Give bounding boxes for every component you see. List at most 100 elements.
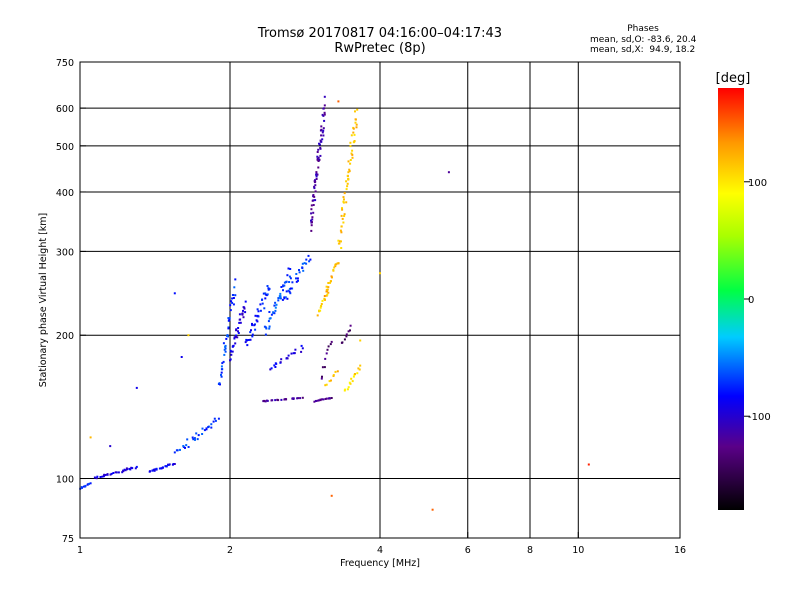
data-point xyxy=(270,399,273,402)
data-point xyxy=(327,282,330,284)
data-point xyxy=(305,262,308,265)
data-point xyxy=(301,396,304,399)
data-point xyxy=(263,307,266,310)
data-point xyxy=(319,147,322,150)
data-point xyxy=(259,303,262,306)
data-point xyxy=(102,475,105,478)
data-point xyxy=(222,360,225,363)
data-point xyxy=(232,303,235,306)
data-point xyxy=(224,345,227,348)
data-point xyxy=(234,342,237,345)
data-point xyxy=(335,263,338,266)
data-point xyxy=(231,301,234,304)
y-axis-ticks: 75 100 200 300 400 500 600 750 xyxy=(56,58,86,545)
data-point xyxy=(333,266,336,269)
colorbar-tick-label: 0 xyxy=(748,295,754,306)
data-point xyxy=(295,280,298,283)
data-point xyxy=(322,107,325,110)
data-point xyxy=(326,293,329,296)
y-tick-label: 100 xyxy=(56,475,74,486)
data-point xyxy=(251,322,253,325)
data-point xyxy=(125,467,128,470)
data-point xyxy=(220,373,222,376)
data-point xyxy=(355,126,358,129)
data-point xyxy=(274,366,277,368)
data-point xyxy=(95,477,98,480)
data-point xyxy=(332,268,335,271)
data-point xyxy=(310,212,313,215)
data-point xyxy=(237,330,239,333)
data-point xyxy=(267,320,270,323)
data-point xyxy=(316,151,319,153)
data-point xyxy=(117,471,120,474)
data-point xyxy=(263,399,266,402)
x-tick-label: 8 xyxy=(527,545,533,556)
colorbar-ticks: 100 0 -100 xyxy=(744,178,771,423)
data-point xyxy=(283,297,286,300)
data-point xyxy=(349,329,351,332)
data-point xyxy=(179,448,181,451)
data-point xyxy=(316,314,319,317)
data-point xyxy=(114,471,117,474)
data-point xyxy=(227,317,230,320)
data-point xyxy=(322,127,325,130)
data-point xyxy=(233,337,236,340)
data-point xyxy=(234,278,237,281)
data-point xyxy=(351,156,354,159)
data-point xyxy=(281,298,284,301)
data-point xyxy=(316,158,319,161)
data-point xyxy=(264,292,267,295)
data-point xyxy=(259,309,262,312)
data-point xyxy=(301,266,304,269)
data-point xyxy=(313,185,316,188)
data-point xyxy=(288,287,291,290)
data-point xyxy=(201,433,204,435)
data-point xyxy=(303,262,306,265)
data-point xyxy=(308,260,311,263)
data-point xyxy=(327,286,330,289)
data-point xyxy=(342,201,345,204)
data-point xyxy=(165,465,168,468)
data-point xyxy=(349,324,352,327)
data-point xyxy=(315,171,318,174)
data-point xyxy=(232,344,235,347)
data-point xyxy=(155,467,158,470)
data-point xyxy=(325,285,328,288)
data-point xyxy=(325,352,328,355)
data-point xyxy=(96,475,99,478)
data-point xyxy=(238,318,241,321)
data-point xyxy=(316,155,319,158)
data-point xyxy=(338,240,341,243)
data-point xyxy=(323,119,326,122)
data-point xyxy=(272,311,275,314)
data-point xyxy=(101,475,104,478)
data-point xyxy=(346,388,349,391)
data-point xyxy=(337,262,340,265)
data-point xyxy=(297,279,299,282)
data-point xyxy=(349,141,352,144)
phases-o-stats: mean, sd,O: -83.6, 20.4 xyxy=(590,34,697,45)
data-point xyxy=(328,397,331,400)
data-point xyxy=(352,375,355,378)
y-tick-label: 300 xyxy=(56,247,74,258)
y-tick-label: 75 xyxy=(62,534,74,545)
data-point xyxy=(291,281,294,284)
data-point xyxy=(307,254,310,257)
data-point xyxy=(347,160,350,163)
data-point xyxy=(134,467,137,470)
data-point xyxy=(288,290,291,293)
data-point xyxy=(160,467,163,470)
data-point xyxy=(323,95,326,98)
data-point xyxy=(319,129,322,132)
data-point xyxy=(313,187,316,190)
colorbar-tick-label: -100 xyxy=(748,412,771,423)
data-point xyxy=(265,327,268,330)
data-point xyxy=(264,400,267,403)
data-point xyxy=(193,437,196,440)
data-point xyxy=(321,299,324,302)
data-point xyxy=(323,113,326,116)
x-tick-label: 6 xyxy=(465,545,471,556)
data-point xyxy=(299,397,302,400)
colorbar-tick-label: 100 xyxy=(748,178,767,189)
data-point xyxy=(242,309,244,312)
